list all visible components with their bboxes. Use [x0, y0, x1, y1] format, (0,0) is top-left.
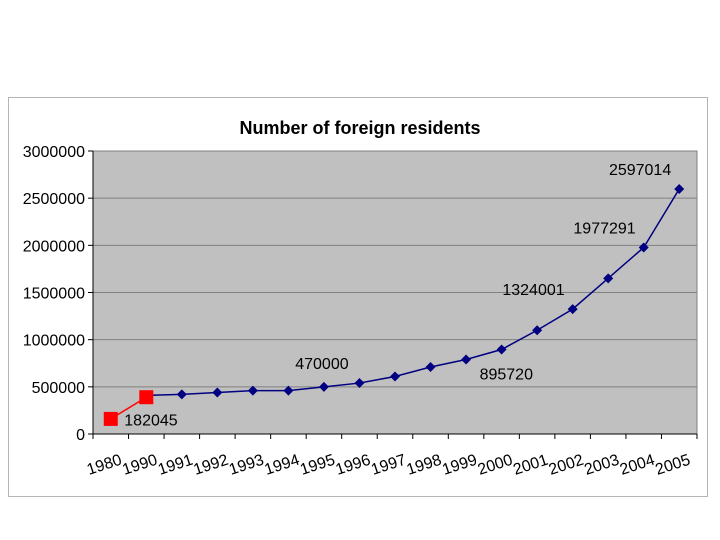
data-label: 1977291 — [573, 220, 635, 237]
x-tick-label: 2003 — [582, 452, 621, 479]
data-point — [567, 304, 578, 315]
data-point — [496, 344, 507, 355]
x-tick-label: 1995 — [298, 452, 337, 479]
x-tick-label: 1990 — [120, 452, 159, 479]
y-tick-label: 2500000 — [23, 191, 85, 208]
chart-frame: Number of foreign residents 0 500000 10000… — [8, 97, 708, 497]
x-tick-label: 2001 — [511, 452, 550, 479]
y-axis: 0 500000 1000000 1500000 2000000 2500000 30000… — [23, 144, 94, 444]
data-label: 895720 — [480, 367, 533, 384]
x-tick-label: 1994 — [263, 452, 302, 479]
data-point — [176, 389, 187, 400]
x-tick-label: 1998 — [405, 452, 444, 479]
x-tick-label: 2004 — [618, 452, 657, 479]
x-axis: 1980199019911992199319941995199619971998… — [85, 433, 698, 479]
x-tick-label: 1992 — [191, 452, 230, 479]
data-point — [103, 411, 118, 426]
data-label: 470000 — [295, 356, 348, 373]
series-line — [146, 188, 680, 397]
y-tick-label: 1000000 — [23, 333, 85, 350]
x-tick-label: 1997 — [369, 452, 408, 479]
x-tick-label: 1991 — [156, 452, 195, 479]
x-tick-label: 1993 — [227, 452, 266, 479]
data-point — [425, 362, 436, 373]
data-labels: 182045 470000 895720 1324001 1977291 2597014 — [124, 162, 671, 429]
data-point — [390, 371, 400, 382]
x-tick-label: 1999 — [440, 452, 479, 479]
line-chart: Number of foreign residents 0 500000 10000… — [23, 118, 698, 479]
data-point — [532, 325, 543, 336]
y-tick-label: 3000000 — [23, 144, 85, 161]
chart-title: Number of foreign residents — [239, 118, 480, 138]
gridlines — [93, 197, 697, 388]
y-tick-label: 500000 — [32, 380, 85, 397]
data-point — [212, 387, 223, 398]
data-point — [283, 385, 294, 396]
data-label: 182045 — [124, 412, 177, 429]
x-tick-label: 2002 — [547, 452, 586, 479]
data-point — [247, 385, 258, 396]
y-tick-label: 2000000 — [23, 238, 85, 255]
data-point — [318, 381, 329, 392]
data-label: 1324001 — [502, 282, 564, 299]
data-point — [139, 390, 154, 405]
data-label: 2597014 — [609, 162, 671, 179]
data-point — [638, 242, 649, 253]
x-tick-label: 1980 — [85, 452, 124, 479]
data-point — [461, 354, 472, 365]
data-point — [354, 378, 365, 389]
x-tick-label: 1996 — [334, 452, 373, 479]
x-tick-label: 2000 — [476, 452, 515, 479]
y-tick-label: 0 — [76, 427, 85, 444]
x-tick-label: 2005 — [653, 452, 692, 479]
y-tick-label: 1500000 — [23, 286, 85, 303]
series-layer — [103, 184, 685, 426]
data-point — [674, 184, 685, 195]
data-point — [603, 273, 614, 284]
